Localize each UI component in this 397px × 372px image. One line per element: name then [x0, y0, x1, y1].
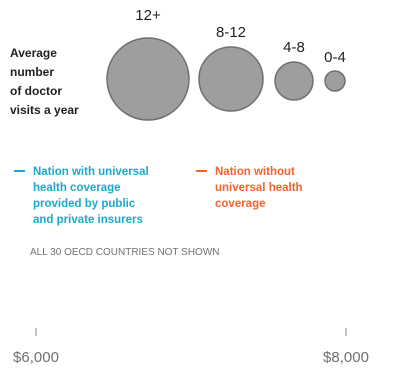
size-legend-bubble-label: 8-12 — [216, 24, 246, 41]
legend-label-no-universal: coverage — [215, 198, 266, 210]
size-legend-bubble — [324, 70, 346, 92]
x-axis: $6,000 $8,000 — [13, 328, 369, 366]
size-legend-title-line: of doctor — [10, 84, 62, 98]
x-axis-tick-label: $8,000 — [323, 349, 369, 366]
footnote-not-shown: ALL 30 OECD COUNTRIES NOT SHOWN — [30, 247, 219, 258]
size-legend-bubble-label: 12+ — [135, 7, 161, 24]
legend-label-no-universal: universal health — [215, 182, 303, 194]
legend-label-universal: health coverage — [33, 182, 121, 194]
size-legend-bubble — [106, 37, 190, 121]
size-legend-bubble — [198, 46, 264, 112]
legend-label-no-universal: Nation without — [215, 166, 295, 178]
size-legend-title-line: number — [10, 65, 54, 79]
size-legend: Average number of doctor visits a year — [10, 46, 79, 117]
legend-label-universal: provided by public — [33, 198, 136, 210]
legend-label-universal: and private insurers — [33, 214, 143, 226]
size-legend-bubble-label: 4-8 — [283, 39, 305, 56]
color-legend: Nation with universal health coverage pr… — [14, 166, 303, 226]
x-axis-tick-label: $6,000 — [13, 349, 59, 366]
size-legend-bubble — [274, 61, 314, 101]
legend-label-universal: Nation with universal — [33, 166, 149, 178]
size-legend-bubbles: 12+ 8-12 4-8 0-4 — [106, 7, 346, 121]
size-legend-title-line: Average — [10, 46, 57, 60]
size-legend-title-line: visits a year — [10, 103, 79, 117]
size-legend-bubble-label: 0-4 — [324, 49, 346, 66]
